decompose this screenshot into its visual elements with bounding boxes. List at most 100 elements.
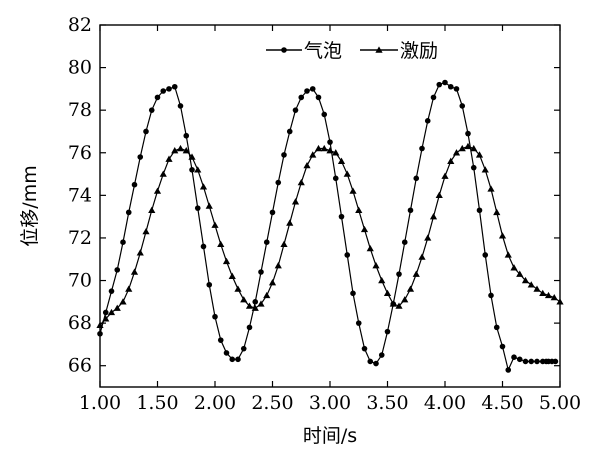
data-point [153,187,162,194]
data-point [534,358,540,365]
data-point [338,213,345,220]
data-point [258,269,264,275]
data-point [292,107,299,113]
data-point [246,324,253,331]
data-point [407,207,414,214]
data-point [212,313,218,320]
data-point [447,157,455,164]
y-tick-label: 80 [68,57,92,79]
data-point [143,128,149,135]
data-point [475,151,484,158]
data-point [482,252,489,258]
data-point [206,281,213,288]
data-point [252,299,259,305]
series-line [99,81,556,372]
data-point [222,257,231,265]
data-point [263,291,271,299]
data-point [481,166,489,173]
x-tick-label: 1.50 [136,392,178,414]
data-point [459,103,466,109]
data-point [148,206,156,213]
data-point [102,309,109,316]
x-tick-label: 2.50 [251,392,293,414]
data-point [321,111,328,118]
data-point [344,252,351,258]
data-point [458,144,466,152]
data-point [102,315,110,322]
data-point [275,179,282,186]
data-point [372,262,380,269]
data-point [120,239,126,245]
y-tick-label: 82 [68,14,92,36]
legend: 气泡 激励 [266,40,438,62]
x-tick-label: 2.00 [194,392,236,414]
data-point [177,103,184,109]
data-point [251,304,259,311]
data-point [268,279,277,286]
data-point [441,172,449,179]
data-point [476,207,483,214]
data-point [412,270,420,277]
data-point [511,354,517,360]
data-point [447,83,454,90]
data-point [516,356,523,363]
data-point [424,234,432,241]
data-point [378,276,386,284]
y-tick-label: 66 [68,355,92,377]
data-point [166,86,172,92]
data-point [217,337,224,343]
series-layer [96,79,564,373]
data-point [188,153,196,160]
data-point [281,152,287,158]
data-point [136,249,144,256]
data-point [499,343,506,350]
data-point [544,291,553,299]
data-point [332,149,340,156]
data-point [401,239,408,245]
data-point [504,251,512,258]
data-point [182,147,190,154]
data-point [464,142,472,150]
data-point [142,227,150,235]
legend-entry: 激励 [360,40,438,62]
data-point [130,268,139,275]
legend-label: 气泡 [304,40,342,62]
data-point [337,157,346,164]
x-tick-label: 3.00 [309,392,351,414]
data-point [240,296,248,303]
data-point [419,145,425,152]
data-point [309,151,317,158]
data-point [361,345,368,352]
data-point [418,253,426,260]
data-point [154,94,161,101]
data-point [327,139,333,145]
y-tick-label: 68 [68,312,92,334]
data-point [373,360,379,367]
data-point [119,298,127,305]
data-point [355,206,363,213]
data-point [194,205,201,211]
data-point [211,221,219,228]
data-point [217,240,225,248]
plot-frame [99,24,561,388]
data-point [413,175,420,182]
data-point [332,175,339,182]
data-point [516,270,524,277]
data-point [556,298,564,305]
data-point [269,209,276,216]
data-point [488,292,494,299]
data-point [304,88,310,94]
data-point [453,86,460,92]
data-point [160,88,167,94]
data-point [366,244,374,252]
data-point [108,288,115,294]
data-point [470,144,478,152]
data-point [395,302,403,309]
data-point [343,170,351,177]
x-tick-label: 4.00 [424,392,466,414]
data-point [436,81,443,88]
data-point [297,178,305,186]
y-tick-label: 72 [68,227,92,249]
data-point [470,164,477,171]
data-point [205,202,213,209]
